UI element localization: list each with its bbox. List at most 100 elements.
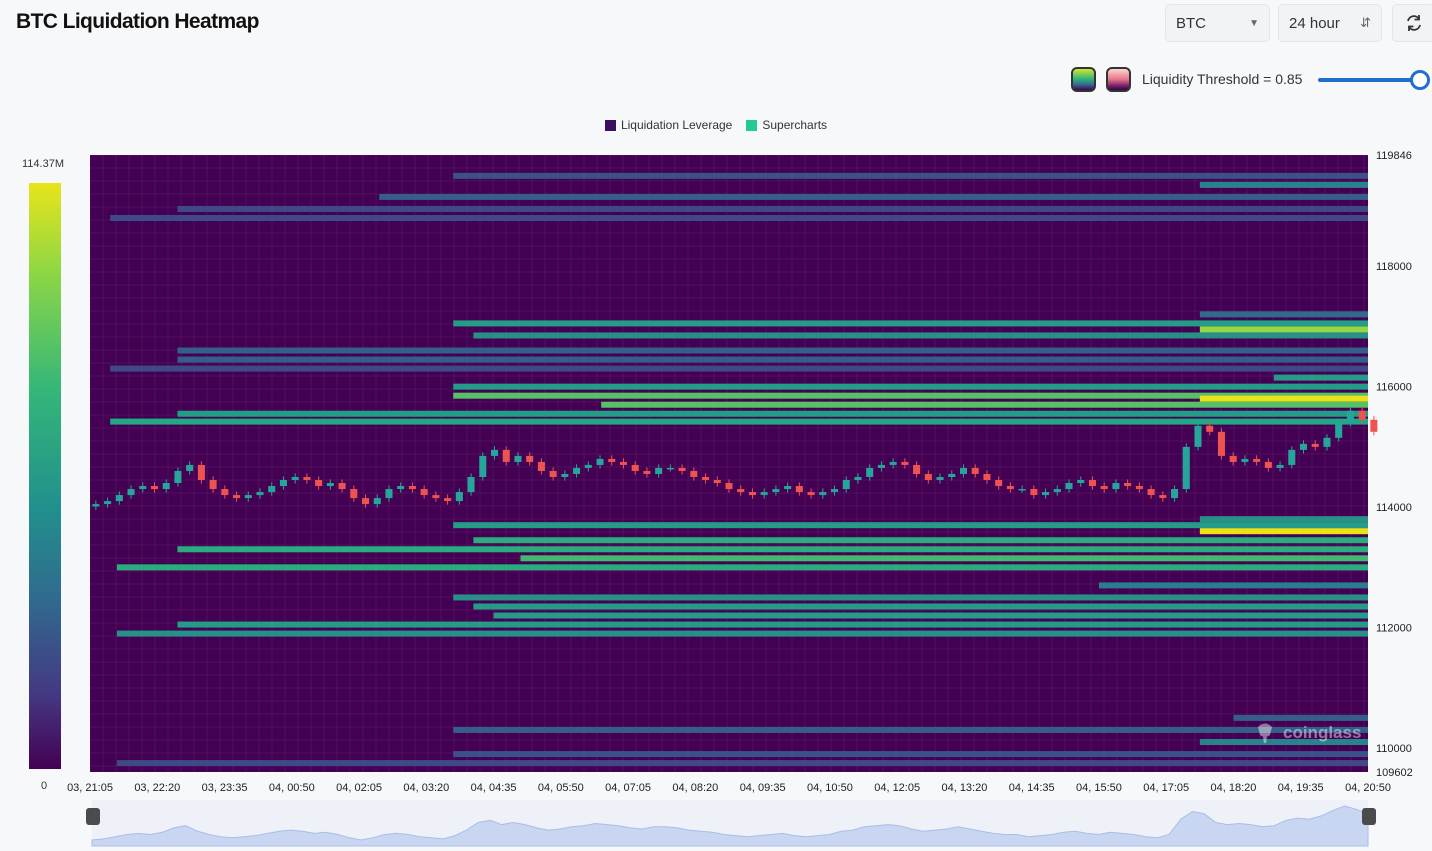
plot-background	[90, 155, 1368, 772]
candle-body	[303, 476, 311, 481]
palette-green-toggle[interactable]	[1071, 67, 1096, 92]
candle-body	[901, 461, 909, 465]
heat-band	[453, 172, 1368, 179]
x-tick-label: 04, 10:50	[807, 782, 853, 794]
candle-body	[502, 449, 510, 462]
candle-body	[784, 486, 792, 490]
heat-band	[473, 603, 1368, 610]
legend-item-liquidation-leverage[interactable]: Liquidation Leverage	[604, 118, 733, 132]
candle-body	[1077, 480, 1085, 484]
candle-body	[748, 492, 756, 496]
x-tick-label: 03, 22:20	[134, 782, 180, 794]
x-tick-label: 04, 17:05	[1143, 782, 1189, 794]
candle-body	[655, 467, 663, 474]
candle-body	[279, 480, 287, 487]
x-tick-label: 04, 20:50	[1345, 782, 1391, 794]
candle-body	[385, 489, 393, 499]
heat-band	[1199, 516, 1368, 523]
candle-body	[514, 455, 522, 462]
candle-body	[526, 455, 534, 462]
candle-body	[971, 467, 979, 474]
page-title: BTC Liquidation Heatmap	[16, 10, 259, 33]
refresh-button[interactable]	[1392, 4, 1432, 42]
candle-body	[702, 476, 710, 481]
candle-body	[842, 480, 850, 490]
y-tick-label: 110000	[1376, 743, 1412, 755]
candle-body	[1135, 486, 1143, 490]
candle-body	[877, 464, 885, 468]
range-select[interactable]: 24 hour ⇵	[1278, 4, 1382, 42]
candle-body	[737, 489, 745, 493]
heat-band	[453, 726, 1368, 733]
candle-body	[104, 501, 112, 505]
candle-body	[326, 483, 334, 487]
x-tick-label: 04, 18:20	[1211, 782, 1257, 794]
candle-body	[362, 498, 370, 505]
y-tick-label: 119846	[1376, 150, 1412, 162]
candle-body	[983, 473, 991, 481]
coin-select-value: BTC	[1176, 14, 1206, 32]
chart-legend: Liquidation Leverage Supercharts	[0, 118, 1432, 132]
heat-band	[110, 215, 1368, 222]
candle-body	[948, 473, 956, 477]
candle-body	[162, 483, 170, 490]
y-tick-label: 118000	[1376, 261, 1412, 273]
x-tick-label: 04, 04:35	[471, 782, 517, 794]
candle-body	[1124, 483, 1132, 487]
candle-body	[631, 464, 639, 471]
heat-band	[177, 621, 1368, 628]
candle-body	[408, 486, 416, 490]
x-tick-label: 03, 21:05	[67, 782, 113, 794]
candle-body	[913, 464, 921, 474]
candle-body	[479, 455, 487, 477]
candle-body	[608, 458, 616, 462]
heat-band	[1199, 395, 1368, 402]
navigator-handle[interactable]	[1362, 808, 1376, 825]
candle-body	[1358, 410, 1366, 420]
candle-body	[1253, 458, 1261, 462]
candle-body	[772, 489, 780, 493]
heat-band	[177, 347, 1368, 354]
candle-body	[760, 492, 768, 496]
candle-body	[1276, 464, 1284, 468]
candle-body	[1346, 410, 1354, 423]
candle-body	[139, 486, 147, 490]
x-tick-label: 04, 07:05	[605, 782, 651, 794]
navigator-handle[interactable]	[86, 808, 100, 825]
candle-body	[221, 489, 229, 496]
legend-item-supercharts[interactable]: Supercharts	[746, 118, 827, 132]
heat-band	[453, 594, 1368, 601]
candle-body	[959, 467, 968, 474]
candle-body	[186, 464, 194, 471]
candle-body	[397, 486, 405, 490]
x-tick-label: 04, 03:20	[403, 782, 449, 794]
heat-band	[520, 555, 1368, 562]
heat-band	[177, 205, 1368, 212]
candle-body	[1065, 483, 1073, 490]
heat-band	[453, 751, 1368, 758]
candle-body	[127, 489, 135, 496]
coin-select[interactable]: BTC ▼	[1165, 4, 1270, 42]
candle-body	[233, 495, 241, 499]
heat-band	[116, 564, 1368, 571]
legend-swatch	[746, 119, 758, 131]
palette-red-toggle[interactable]	[1106, 67, 1131, 92]
y-tick-label: 109602	[1376, 767, 1413, 779]
candle-body	[889, 461, 897, 465]
candle-body	[1217, 431, 1225, 456]
candle-body	[150, 486, 159, 490]
x-tick-label: 04, 05:50	[538, 782, 584, 794]
candle-body	[584, 464, 592, 468]
slider-thumb[interactable]	[1410, 70, 1430, 90]
heat-band	[379, 193, 1368, 200]
liquidity-threshold-slider[interactable]	[1318, 78, 1418, 82]
candle-body	[373, 498, 381, 505]
heat-band	[453, 320, 1368, 327]
heat-band	[116, 760, 1368, 767]
candle-body	[197, 464, 205, 481]
candle-body	[444, 498, 452, 502]
candle-body	[831, 489, 839, 493]
candle-body	[268, 486, 276, 493]
legend-label: Liquidation Leverage	[620, 118, 733, 132]
heat-band	[473, 537, 1368, 544]
